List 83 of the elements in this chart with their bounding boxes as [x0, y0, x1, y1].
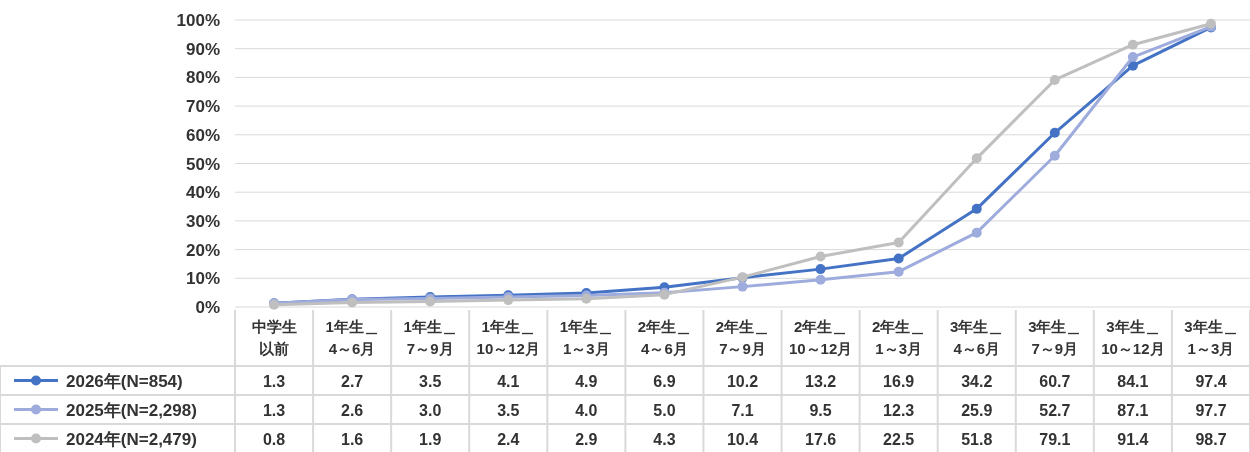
data-label: 13.2 [805, 372, 837, 390]
data-label: 4.0 [575, 401, 598, 419]
data-label: 91.4 [1117, 430, 1149, 448]
y-tick-label: 50% [185, 154, 220, 174]
data-label: 10.2 [726, 372, 759, 390]
point [893, 237, 904, 248]
y-tick-label: 80% [185, 68, 220, 88]
data-label: 79.1 [1039, 430, 1071, 448]
x-tick-label: 2年生＿10～12月 [788, 318, 853, 357]
y-tick-label: 30% [185, 211, 220, 231]
data-label: 97.4 [1195, 372, 1227, 390]
point [815, 274, 826, 285]
y-tick-label: 60% [185, 125, 220, 145]
point [1049, 74, 1060, 85]
data-label: 1.9 [419, 430, 442, 448]
x-tick-label: 3年生＿10～12月 [1101, 318, 1165, 357]
point [893, 266, 904, 277]
point [1127, 39, 1138, 50]
y-tick-label: 90% [185, 39, 220, 59]
data-label: 22.5 [883, 430, 915, 448]
data-label: 10.4 [726, 430, 759, 448]
data-label: 51.8 [961, 430, 993, 448]
point [971, 227, 982, 238]
data-label: 4.1 [497, 372, 520, 390]
x-tick-label: 2年生＿4～6月 [637, 318, 692, 357]
y-tick-label: 0% [195, 298, 220, 317]
data-label: 34.2 [961, 372, 993, 390]
data-label: 1.3 [262, 401, 286, 419]
x-tick-label: 1年生＿1～3月 [559, 318, 614, 357]
point [971, 203, 982, 214]
x-tick-label: 1年生＿4～6月 [325, 318, 379, 357]
data-label: 2.9 [575, 430, 598, 448]
legend-label: 2025年(N=2,298) [66, 400, 197, 420]
data-label: 16.9 [883, 372, 915, 390]
data-label: 3.5 [497, 401, 520, 419]
data-label: 7.1 [731, 401, 754, 419]
data-label: 4.3 [653, 430, 676, 448]
point [1049, 150, 1060, 161]
data-label: 97.7 [1195, 401, 1227, 419]
data-label: 1.3 [262, 372, 286, 390]
data-label: 6.9 [653, 372, 676, 390]
point [971, 153, 982, 164]
data-label: 1.6 [340, 430, 364, 448]
y-tick-label: 20% [185, 240, 220, 260]
data-label: 84.1 [1117, 372, 1149, 390]
data-label: 2.6 [340, 401, 364, 419]
x-tick-label: 3年生＿7～9月 [1028, 318, 1082, 357]
data-label: 25.9 [961, 401, 993, 419]
data-label: 3.5 [419, 372, 442, 390]
x-tick-label: 3年生＿4～6月 [950, 318, 1004, 357]
data-label: 4.9 [575, 372, 598, 390]
x-tick-label: 中学生以前 [251, 318, 297, 357]
data-label: 3.0 [419, 401, 442, 419]
data-label: 12.3 [883, 401, 915, 419]
point [503, 295, 514, 306]
data-label: 2.4 [497, 430, 520, 448]
point [1049, 127, 1060, 138]
data-label: 9.5 [809, 401, 832, 419]
data-label: 5.0 [653, 401, 676, 419]
point [1127, 60, 1138, 71]
point [893, 253, 904, 264]
data-label: 2.7 [340, 372, 364, 390]
point [815, 251, 826, 262]
point [1127, 52, 1138, 63]
y-tick-label: 10% [185, 269, 220, 289]
data-label: 60.7 [1039, 372, 1071, 390]
y-tick-label: 70% [185, 97, 220, 117]
data-label: 98.7 [1195, 430, 1227, 448]
legend-label: 2024年(N=2,479) [66, 429, 197, 449]
x-tick-label: 2年生＿1～3月 [871, 318, 926, 357]
point [815, 264, 826, 275]
legend-label: 2026年(N=854) [66, 371, 183, 391]
y-tick-label: 40% [185, 183, 220, 203]
data-label: 87.1 [1117, 401, 1149, 419]
y-tick-label: 100% [176, 11, 220, 30]
x-tick-label: 3年生＿1～3月 [1184, 318, 1238, 357]
data-label: 17.6 [805, 430, 837, 448]
data-label: 52.7 [1039, 401, 1071, 419]
x-tick-label: 1年生＿7～9月 [403, 318, 457, 357]
point [737, 281, 748, 292]
x-tick-label: 2年生＿7～9月 [715, 318, 770, 357]
data-label: 0.8 [262, 430, 286, 448]
x-tick-label: 1年生＿10～12月 [476, 318, 540, 357]
